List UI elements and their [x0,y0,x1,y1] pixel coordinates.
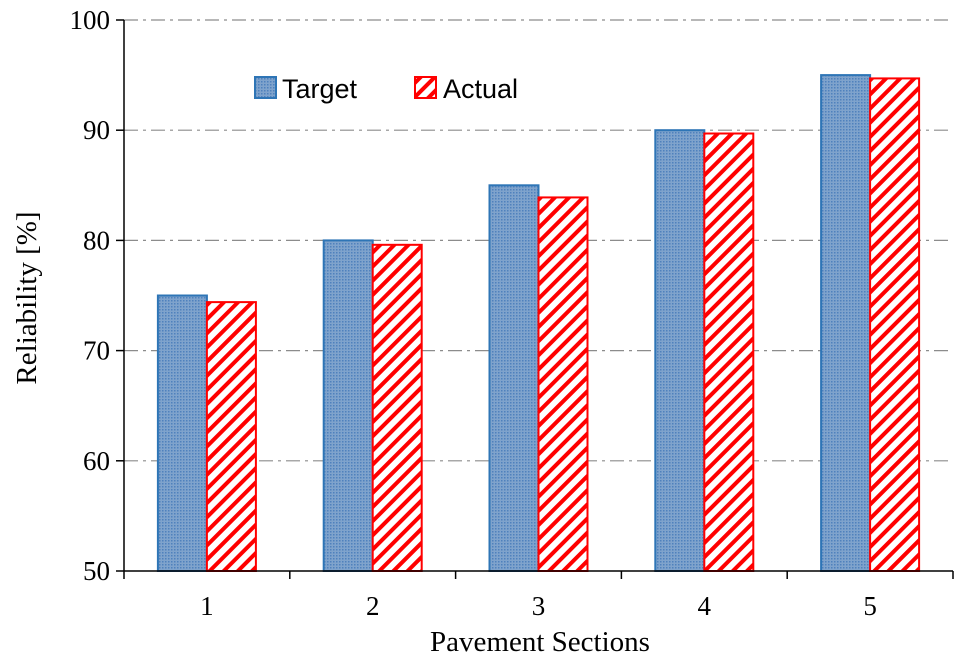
y-tick-label: 60 [83,446,110,476]
x-tick-label: 3 [532,591,546,621]
legend: Target Actual [254,74,518,104]
bar-target-2 [322,239,374,572]
bar-actual-1 [205,301,257,572]
bar-target-1 [156,294,208,572]
x-tick-label: 5 [863,591,877,621]
y-tick-label: 90 [83,115,110,145]
tick-labels: 50 60 70 80 90 100 1 2 3 4 5 [70,5,877,621]
bar-actual-5 [869,77,921,572]
bar-actual-4 [703,132,755,572]
x-tick-label: 1 [200,591,214,621]
bars [156,74,921,573]
bar-target-4 [654,129,706,572]
x-tick-label: 4 [698,591,712,621]
bar-target-3 [488,184,540,573]
y-tick-label: 70 [83,336,110,366]
legend-swatch-actual [414,76,437,99]
y-tick-label: 100 [70,5,111,35]
y-tick-label: 80 [83,225,110,255]
bar-actual-2 [371,243,423,572]
axes [116,19,954,579]
legend-label-actual: Actual [443,74,518,104]
y-tick-label: 50 [83,556,110,586]
y-axis-title: Reliability [%] [11,211,43,384]
x-axis-title: Pavement Sections [430,626,650,658]
legend-label-target: Target [282,74,358,104]
legend-swatch-target [254,76,277,99]
x-tick-label: 2 [366,591,380,621]
bar-actual-3 [537,196,589,572]
bar-target-5 [820,74,872,572]
